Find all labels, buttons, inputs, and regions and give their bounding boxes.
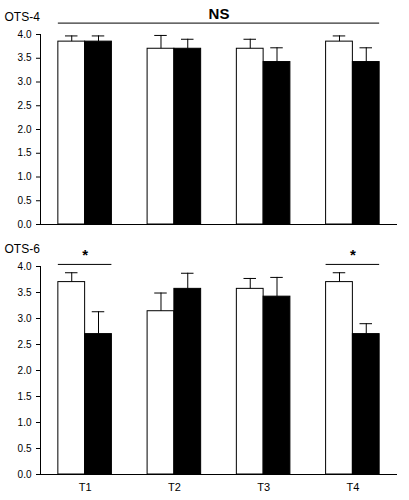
svg-text:0.0: 0.0	[18, 469, 32, 480]
svg-text:3.5: 3.5	[18, 287, 32, 298]
svg-text:NS: NS	[209, 5, 230, 22]
svg-text:*: *	[350, 246, 356, 263]
svg-text:4.0: 4.0	[18, 261, 32, 272]
svg-text:1.0: 1.0	[18, 417, 32, 428]
svg-text:0.5: 0.5	[18, 443, 32, 454]
svg-text:1.5: 1.5	[18, 147, 32, 158]
svg-text:2.0: 2.0	[18, 124, 32, 135]
svg-text:3.5: 3.5	[18, 52, 32, 63]
svg-text:T1: T1	[79, 481, 92, 493]
svg-text:OTS-6: OTS-6	[5, 242, 41, 256]
svg-text:2.0: 2.0	[18, 365, 32, 376]
svg-text:2.5: 2.5	[18, 100, 32, 111]
svg-text:0.0: 0.0	[18, 219, 32, 230]
svg-text:0.5: 0.5	[18, 195, 32, 206]
svg-text:T4: T4	[346, 481, 359, 493]
svg-text:T2: T2	[168, 481, 181, 493]
svg-text:*: *	[82, 246, 88, 263]
svg-text:3.0: 3.0	[18, 76, 32, 87]
svg-text:2.5: 2.5	[18, 339, 32, 350]
svg-text:4.0: 4.0	[18, 29, 32, 40]
svg-text:3.0: 3.0	[18, 313, 32, 324]
svg-text:OTS-4: OTS-4	[5, 10, 41, 24]
svg-text:1.5: 1.5	[18, 391, 32, 402]
svg-text:T3: T3	[257, 481, 270, 493]
svg-text:1.0: 1.0	[18, 171, 32, 182]
